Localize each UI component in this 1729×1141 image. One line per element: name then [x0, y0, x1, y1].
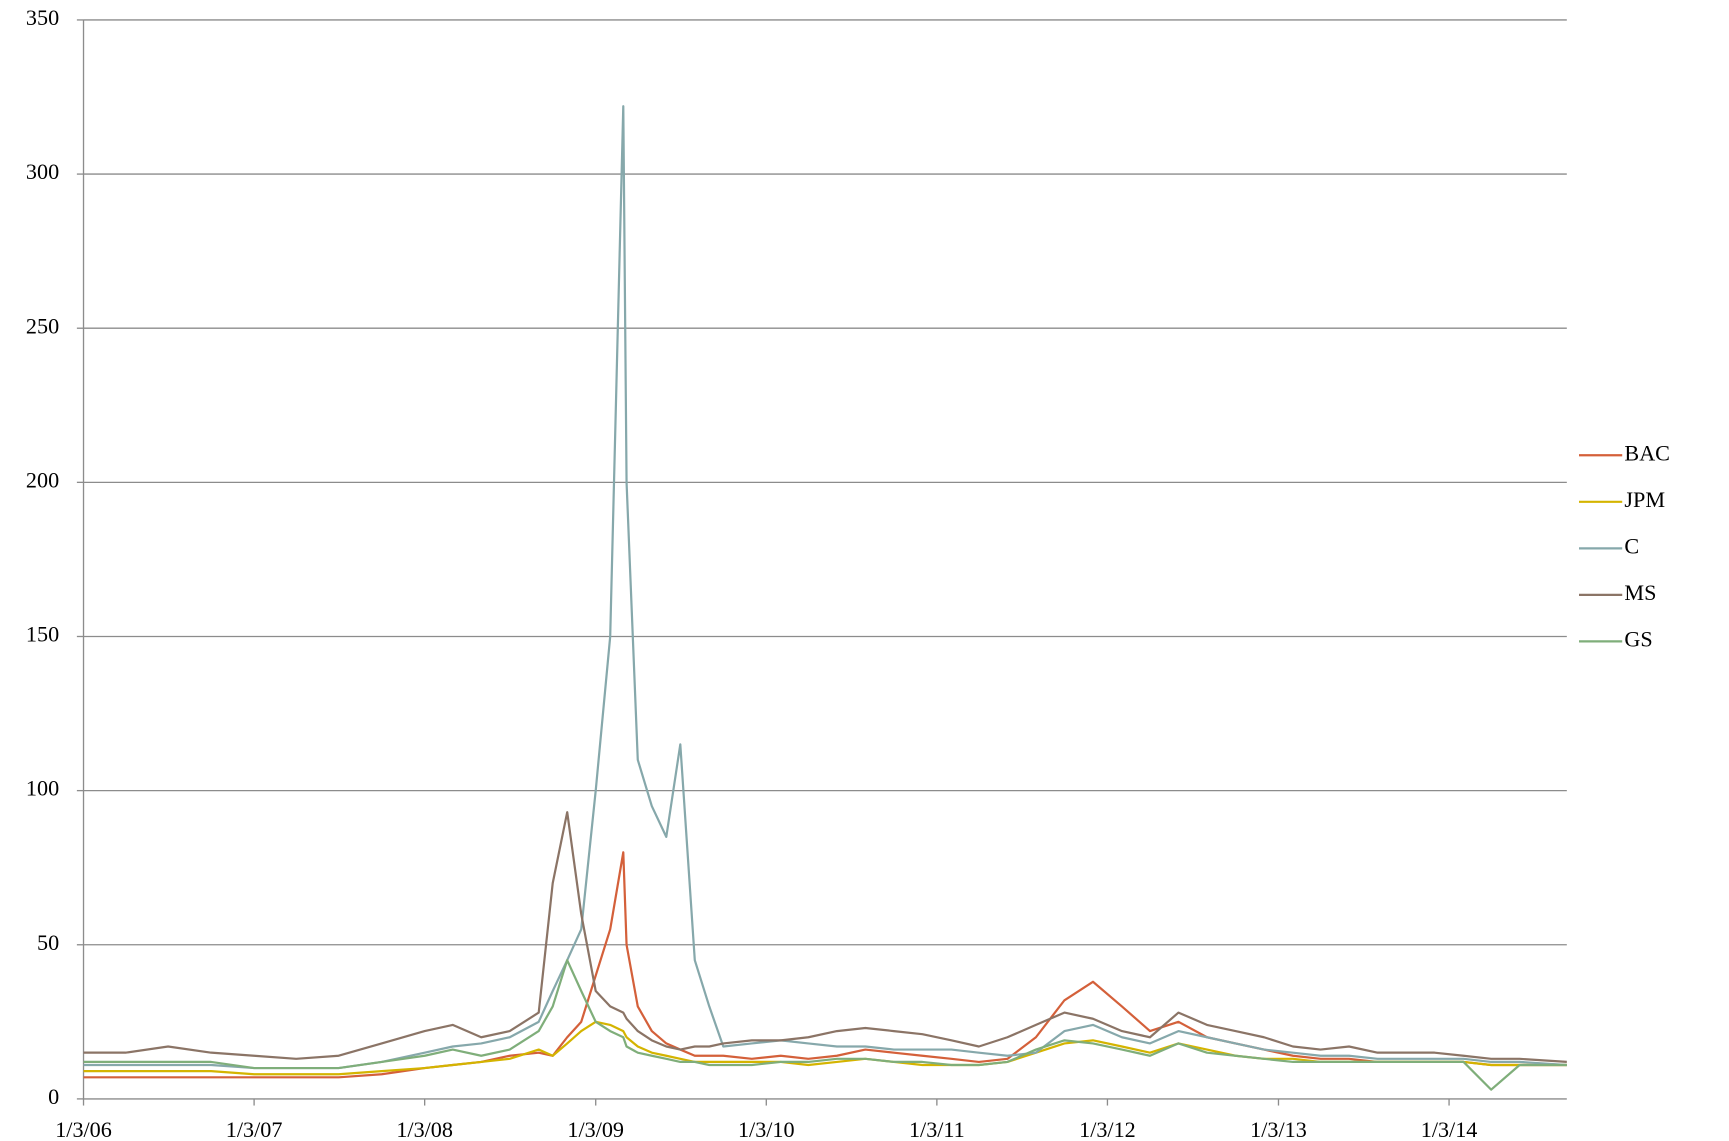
x-tick-label: 1/3/14: [1421, 1117, 1478, 1141]
legend-label: BAC: [1624, 440, 1670, 465]
x-tick-label: 1/3/06: [55, 1117, 112, 1141]
legend-label: GS: [1624, 626, 1652, 651]
series-line: [83, 105, 1567, 1070]
x-tick-label: 1/3/08: [396, 1117, 453, 1141]
y-tick-label: 300: [26, 159, 59, 184]
x-tick-label: 1/3/13: [1250, 1117, 1307, 1141]
series-line: [83, 1020, 1567, 1076]
y-tick-label: 200: [26, 467, 59, 492]
legend-label: MS: [1624, 580, 1656, 605]
series-line: [83, 811, 1567, 1064]
legend-label: C: [1624, 533, 1639, 558]
series-line: [83, 851, 1567, 1079]
legend-label: JPM: [1624, 487, 1665, 512]
y-tick-label: 50: [37, 930, 59, 955]
series-line: [83, 959, 1567, 1091]
y-tick-label: 0: [48, 1084, 59, 1109]
x-tick-label: 1/3/10: [738, 1117, 795, 1141]
y-tick-label: 100: [26, 776, 59, 801]
y-tick-label: 350: [26, 5, 59, 30]
y-tick-label: 250: [26, 313, 59, 338]
x-tick-label: 1/3/07: [226, 1117, 283, 1141]
y-tick-label: 150: [26, 622, 59, 647]
x-tick-label: 1/3/12: [1079, 1117, 1136, 1141]
x-tick-label: 1/3/11: [909, 1117, 965, 1141]
x-tick-label: 1/3/09: [567, 1117, 624, 1141]
